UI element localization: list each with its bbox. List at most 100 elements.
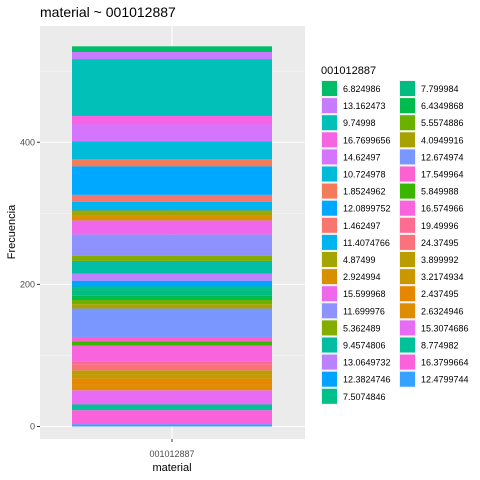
- bar-segment-5-5574886: [72, 300, 272, 305]
- legend-item: 6.4349868: [399, 97, 464, 115]
- y-axis: 0 200 400: [20, 137, 40, 431]
- legend-item: 16.3799664: [399, 353, 469, 371]
- legend-key: [400, 337, 415, 353]
- legend-item: 16.574966: [399, 199, 464, 217]
- bar-segment-6-4349868: [72, 295, 272, 301]
- legend-label: 13.0649732: [343, 358, 391, 368]
- y-tick-label: 200: [20, 279, 35, 289]
- legend-key: [400, 234, 415, 250]
- legend-label: 3.2174934: [421, 272, 464, 282]
- legend-item: 1.8524962: [321, 182, 386, 200]
- y-axis-label: Frecuencia: [6, 204, 18, 259]
- legend-item: 15.599968: [321, 285, 386, 303]
- bar-segment-11-4074766: [72, 201, 272, 211]
- bar-segment-5-362489: [72, 255, 272, 261]
- legend-item: 6.824986: [321, 80, 381, 97]
- legend-item: 17.549964: [399, 165, 464, 183]
- legend: 001012887 6.824986 13.162473 9.74998 16.769…: [321, 65, 469, 405]
- legend-label: 24.37495: [421, 238, 459, 248]
- legend-label: 7.799984: [421, 84, 459, 94]
- legend-item: 3.899992: [399, 251, 459, 268]
- bar-segment-16-574966: [72, 345, 272, 362]
- legend-key: [400, 115, 415, 131]
- chart-title: material ~ 001012887: [40, 4, 176, 20]
- legend-key: [322, 337, 337, 353]
- legend-label: 16.3799664: [421, 358, 469, 368]
- legend-item: 13.0649732: [321, 353, 391, 371]
- legend-item: 4.87499: [321, 251, 376, 268]
- legend-item: 16.7699656: [321, 131, 391, 149]
- legend-key: [322, 269, 337, 285]
- legend-label: 4.0949916: [421, 135, 464, 145]
- bar-segment-2-437495: [72, 378, 272, 385]
- legend-item: 14.62497: [321, 148, 381, 166]
- bar-segment-12-0899752: [72, 166, 272, 195]
- bar-segment-3-899992: [72, 370, 272, 375]
- legend-item: 19.49996: [399, 216, 459, 234]
- bar-segment-13-162473: [72, 52, 272, 60]
- legend-key: [322, 371, 337, 387]
- legend-item: 11.699976: [321, 302, 385, 320]
- legend-key: [400, 149, 415, 165]
- legend-item: 5.849988: [399, 182, 459, 200]
- bar-segment-14-62497: [72, 124, 272, 142]
- legend-key: [400, 303, 415, 319]
- legend-item: 4.0949916: [399, 131, 464, 149]
- bar-segment-10-724978: [72, 141, 272, 160]
- legend-label: 13.162473: [343, 101, 386, 111]
- bar-segment-5-849988: [72, 341, 272, 346]
- legend-key: [322, 388, 337, 404]
- bar-segment-9-74998: [72, 59, 272, 116]
- legend-item: 5.362489: [321, 319, 381, 337]
- legend-item: 12.0899752: [321, 199, 391, 217]
- legend-item: 7.799984: [399, 80, 459, 97]
- legend-label: 1.462497: [343, 221, 381, 231]
- legend-key: [322, 132, 337, 148]
- legend-item: 7.5074846: [321, 387, 386, 405]
- bar-segment-12-4799744: [72, 424, 272, 427]
- legend-item: 9.74998: [321, 114, 376, 132]
- legend-item: 5.5574886: [399, 114, 464, 132]
- legend-label: 12.674974: [421, 152, 464, 162]
- legend-item: 9.4574806: [321, 336, 386, 354]
- legend-key: [400, 98, 415, 114]
- legend-item: 8.774982: [399, 336, 459, 354]
- legend-key: [322, 200, 337, 216]
- x-axis-label: material: [152, 462, 191, 474]
- legend-key: [322, 98, 337, 114]
- legend-label: 9.4574806: [343, 341, 386, 351]
- legend-item: 1.462497: [321, 216, 381, 234]
- bar-segment-6-824986: [72, 46, 272, 53]
- legend-key: [322, 81, 337, 96]
- bar-segment-16-7699656: [72, 115, 272, 125]
- legend-items: 6.824986 13.162473 9.74998 16.7699656 14.624…: [321, 80, 469, 405]
- bar-segment-9-4574806: [72, 260, 272, 274]
- legend-key: [322, 303, 337, 319]
- legend-item: 2.6324946: [399, 302, 464, 320]
- legend-key: [400, 200, 415, 216]
- legend-item: 12.674974: [399, 148, 464, 166]
- legend-item: 2.437495: [399, 285, 459, 303]
- legend-label: 8.774982: [421, 341, 459, 351]
- legend-label: 5.5574886: [421, 118, 464, 128]
- legend-label: 6.824986: [343, 84, 381, 94]
- legend-key: [400, 354, 415, 370]
- bar-segment-19-49996: [72, 361, 272, 365]
- legend-label: 5.362489: [343, 323, 381, 333]
- legend-label: 12.3824746: [343, 375, 391, 385]
- legend-key: [400, 166, 415, 182]
- legend-key: [400, 371, 415, 387]
- legend-key: [400, 217, 415, 233]
- bar-segment-1-8524962: [72, 159, 272, 167]
- bar-segment-12-674974: [72, 308, 272, 337]
- legend-item: 2.924994: [321, 268, 381, 286]
- legend-key: [322, 286, 337, 302]
- bar-segment-15-3074686: [72, 390, 272, 405]
- legend-label: 2.924994: [343, 272, 381, 282]
- legend-key: [400, 286, 415, 302]
- legend-label: 6.4349868: [421, 101, 464, 111]
- legend-label: 19.49996: [421, 221, 459, 231]
- legend-label: 2.6324946: [421, 306, 464, 316]
- legend-item: 13.162473: [321, 97, 386, 115]
- y-tick-label: 400: [20, 137, 35, 147]
